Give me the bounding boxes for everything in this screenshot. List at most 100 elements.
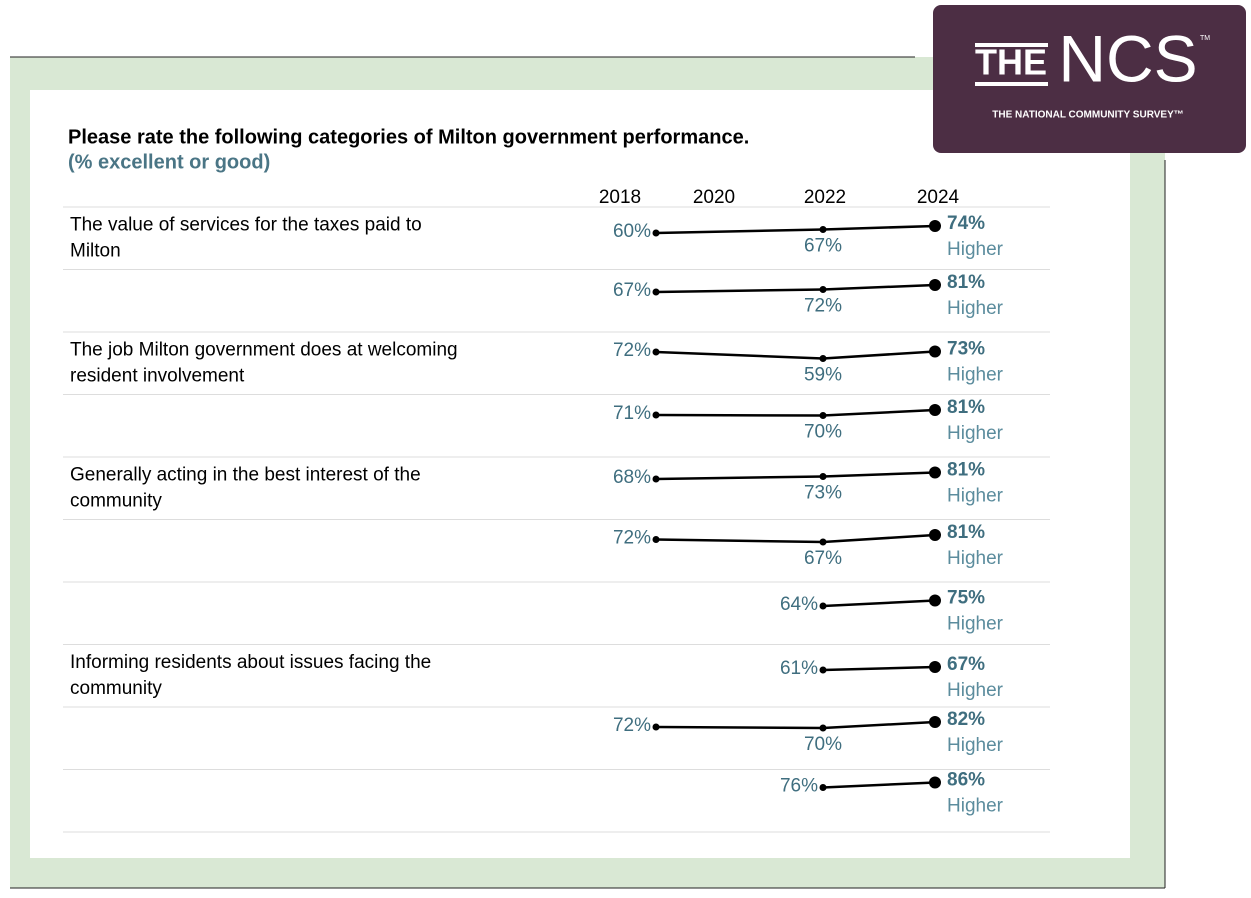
trend-point <box>652 475 660 483</box>
value-label: 59% <box>804 365 842 386</box>
trend-segment <box>822 781 936 789</box>
trend-segment <box>655 228 824 235</box>
value-label: 75% <box>947 588 985 609</box>
trend-segment <box>822 665 936 672</box>
logo-box <box>933 5 1246 153</box>
row-label: The value of services for the taxes paid… <box>70 214 422 261</box>
value-label: 71% <box>613 403 651 424</box>
trend-point <box>929 404 941 416</box>
trend-point <box>819 355 827 362</box>
row-label-line: Generally acting in the best interest of… <box>70 464 421 485</box>
value-label: 67% <box>613 280 651 301</box>
value-label: 70% <box>804 734 842 755</box>
trend-point <box>652 723 660 731</box>
value-label: 81% <box>947 460 985 481</box>
trend-segment <box>822 533 936 544</box>
panel <box>30 90 1130 858</box>
value-label: 82% <box>947 709 985 730</box>
trend-segment <box>822 350 936 360</box>
trend-point <box>819 724 827 732</box>
trend-point <box>652 229 660 237</box>
value-label: 67% <box>804 236 842 257</box>
value-label: 74% <box>947 213 985 234</box>
year-header: 2024 <box>917 187 960 208</box>
trend-point <box>819 666 827 674</box>
value-label: 72% <box>804 296 842 317</box>
year-header: 2022 <box>804 187 846 208</box>
comparison-label: Higher <box>947 548 1004 569</box>
logo-text: NCS <box>1058 21 1197 95</box>
comparison-label: Higher <box>947 680 1004 701</box>
trend-point <box>929 594 941 607</box>
trend-point <box>819 226 827 233</box>
value-label: 86% <box>947 770 985 791</box>
trend-point <box>929 661 941 673</box>
value-label: 70% <box>804 422 842 443</box>
trend-segment <box>822 408 936 417</box>
trend-point <box>819 412 827 419</box>
trend-point <box>819 602 827 610</box>
trend-segment <box>822 283 936 291</box>
value-label: 72% <box>613 340 651 361</box>
logo-tagline: THE NATIONAL COMMUNITY SURVEY™ <box>992 110 1184 121</box>
value-label: 81% <box>947 522 985 543</box>
trend-point <box>819 784 827 791</box>
logo-trademark: TM <box>1200 35 1210 42</box>
trend-point <box>929 279 941 291</box>
trend-point <box>929 716 941 728</box>
comparison-label: Higher <box>947 423 1004 444</box>
row-label: Generally acting in the best interest of… <box>70 464 421 511</box>
trend-point <box>652 288 660 296</box>
chart-subtitle: (% excellent or good) <box>68 151 270 173</box>
trend-point <box>929 776 941 789</box>
value-label: 61% <box>780 658 818 679</box>
trend-segment <box>822 720 936 730</box>
value-label: 81% <box>947 272 985 293</box>
row-label-line: The job Milton government does at welcom… <box>70 339 458 360</box>
trend-point <box>929 220 941 232</box>
trend-segment <box>822 599 936 608</box>
value-label: 64% <box>780 594 818 615</box>
row-label-line: The value of services for the taxes paid… <box>70 214 422 235</box>
trend-point <box>929 466 941 479</box>
row-label: Informing residents about issues facing … <box>70 652 431 699</box>
value-label: 72% <box>613 715 651 736</box>
trend-segment <box>655 413 824 417</box>
trend-segment <box>655 538 824 544</box>
trend-point <box>652 536 660 543</box>
trend-segment <box>655 288 824 294</box>
trend-segment <box>655 475 824 481</box>
comparison-label: Higher <box>947 298 1004 319</box>
value-label: 67% <box>804 548 842 569</box>
row-label-line: Milton <box>70 240 121 261</box>
trend-segment <box>822 224 936 231</box>
value-label: 68% <box>613 467 651 488</box>
year-header: 2020 <box>693 187 735 208</box>
row-label-line: community <box>70 678 162 699</box>
row-label-line: Informing residents about issues facing … <box>70 652 431 673</box>
comparison-label: Higher <box>947 239 1004 260</box>
comparison-label: Higher <box>947 796 1004 817</box>
trend-point <box>819 473 827 480</box>
trend-segment <box>822 471 936 478</box>
value-label: 76% <box>780 776 818 797</box>
trend-point <box>819 538 827 546</box>
trend-point <box>929 345 941 358</box>
value-label: 72% <box>613 528 651 549</box>
year-header: 2018 <box>599 187 641 208</box>
row-label-line: community <box>70 490 162 511</box>
value-label: 81% <box>947 397 985 418</box>
trend-point <box>652 348 660 356</box>
chart-title: Please rate the following categories of … <box>68 126 749 148</box>
row-label: The job Milton government does at welcom… <box>70 339 458 386</box>
value-label: 73% <box>804 483 842 504</box>
value-label: 73% <box>947 339 985 360</box>
value-label: 60% <box>613 221 651 242</box>
comparison-label: Higher <box>947 735 1004 756</box>
comparison-label: Higher <box>947 614 1004 635</box>
logo-text: THE <box>975 42 1047 83</box>
trend-segment <box>655 350 824 360</box>
comparison-label: Higher <box>947 486 1004 507</box>
